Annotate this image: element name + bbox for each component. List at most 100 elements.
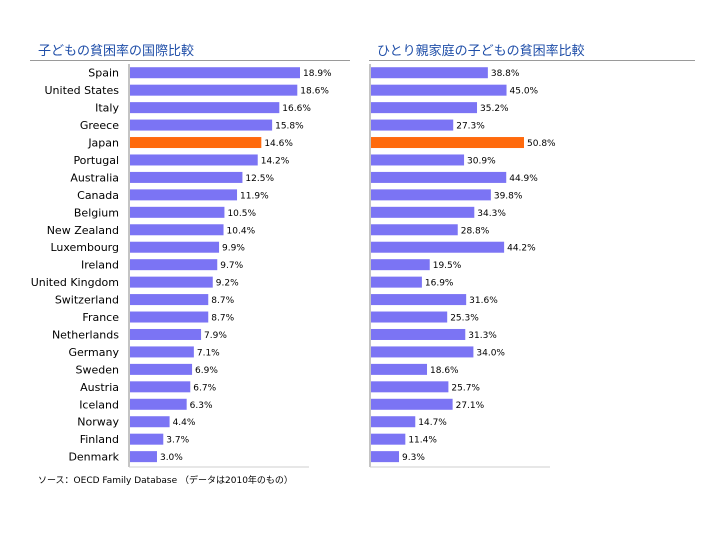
right-data-label: 25.3% xyxy=(450,314,479,324)
right-bar-sweden xyxy=(371,363,428,375)
left-bar-japan xyxy=(130,137,262,149)
left-data-label: 9.2% xyxy=(216,279,239,289)
right-data-label: 30.9% xyxy=(467,156,496,166)
category-label: Sweden xyxy=(76,363,119,376)
right-bar-norway xyxy=(371,416,416,428)
left-data-label: 14.6% xyxy=(264,139,293,149)
right-data-label: 35.2% xyxy=(480,104,509,114)
category-label: Italy xyxy=(95,102,119,115)
right-bar-switzerland xyxy=(371,294,467,306)
left-bar-italy xyxy=(130,102,280,114)
left-data-label: 12.5% xyxy=(245,174,274,184)
category-label: Portugal xyxy=(73,154,119,167)
left-bar-new-zealand xyxy=(130,224,224,236)
left-bar-luxembourg xyxy=(130,241,220,253)
right-bar-iceland xyxy=(371,398,453,410)
right-bar-ireland xyxy=(371,259,430,271)
right-bar-greece xyxy=(371,119,454,131)
category-label: France xyxy=(82,311,119,324)
category-label: Spain xyxy=(88,67,119,80)
category-label: Greece xyxy=(80,119,119,132)
left-bar-sweden xyxy=(130,363,193,375)
left-bar-austria xyxy=(130,381,191,393)
left-bar-ireland xyxy=(130,259,218,271)
right-data-label: 38.8% xyxy=(491,69,520,79)
left-data-label: 10.5% xyxy=(227,209,256,219)
right-bar-united-states xyxy=(371,84,507,96)
left-data-label: 4.4% xyxy=(173,418,196,428)
right-bar-new-zealand xyxy=(371,224,458,236)
category-label: Canada xyxy=(77,189,119,202)
right-bar-australia xyxy=(371,171,507,183)
left-bar-france xyxy=(130,311,209,323)
right-data-label: 27.3% xyxy=(456,122,485,132)
right-data-label: 18.6% xyxy=(430,366,459,376)
left-data-label: 9.9% xyxy=(222,244,245,254)
left-bar-finland xyxy=(130,433,164,445)
left-data-label: 9.7% xyxy=(220,261,243,271)
category-label: Iceland xyxy=(79,398,119,411)
right-bar-netherlands xyxy=(371,328,466,340)
left-data-label: 3.0% xyxy=(160,453,183,463)
left-title-rule xyxy=(30,60,350,61)
right-data-label: 27.1% xyxy=(456,401,485,411)
left-data-label: 8.7% xyxy=(211,314,234,324)
left-bar-belgium xyxy=(130,206,225,218)
right-chart-title: ひとり親家庭の子どもの貧困率比較 xyxy=(377,44,585,59)
left-chart-title: 子どもの貧困率の国際比較 xyxy=(38,44,195,59)
left-data-label: 14.2% xyxy=(261,156,290,166)
category-label: United Kingdom xyxy=(31,276,119,289)
right-bar-austria xyxy=(371,381,449,393)
left-data-label: 8.7% xyxy=(211,296,234,306)
left-data-label: 18.6% xyxy=(300,87,329,97)
left-data-label: 18.9% xyxy=(303,69,332,79)
left-data-label: 16.6% xyxy=(282,104,311,114)
right-data-label: 14.7% xyxy=(418,418,447,428)
right-bar-united-kingdom xyxy=(371,276,422,288)
left-bar-germany xyxy=(130,346,194,358)
left-data-label: 6.9% xyxy=(195,366,218,376)
right-bar-spain xyxy=(371,67,488,79)
right-title-rule xyxy=(369,60,695,61)
right-data-label: 50.8% xyxy=(527,139,556,149)
left-bar-iceland xyxy=(130,398,187,410)
category-label: Luxembourg xyxy=(50,241,119,254)
category-label: Netherlands xyxy=(52,328,119,341)
right-data-label: 44.9% xyxy=(509,174,538,184)
left-bar-norway xyxy=(130,416,170,428)
left-data-label: 11.9% xyxy=(240,191,269,201)
right-data-label: 16.9% xyxy=(425,279,454,289)
right-data-label: 19.5% xyxy=(433,261,462,271)
left-bar-united-kingdom xyxy=(130,276,213,288)
category-label: New Zealand xyxy=(47,224,119,237)
category-label: Austria xyxy=(80,381,119,394)
right-data-label: 45.0% xyxy=(510,87,539,97)
left-data-label: 7.1% xyxy=(197,348,220,358)
right-bar-finland xyxy=(371,433,406,445)
category-label: Finland xyxy=(80,433,119,446)
right-data-label: 11.4% xyxy=(408,436,437,446)
left-data-label: 3.7% xyxy=(166,436,189,446)
category-label: Japan xyxy=(87,137,119,150)
left-bar-canada xyxy=(130,189,238,201)
right-data-label: 34.0% xyxy=(476,348,505,358)
left-bar-greece xyxy=(130,119,273,131)
right-bar-denmark xyxy=(371,451,400,463)
right-bar-luxembourg xyxy=(371,241,505,253)
right-data-label: 44.2% xyxy=(507,244,536,254)
right-bar-portugal xyxy=(371,154,465,166)
category-label: Norway xyxy=(77,416,119,429)
left-bar-spain xyxy=(130,67,300,79)
left-data-label: 6.7% xyxy=(193,383,216,393)
right-bar-france xyxy=(371,311,448,323)
right-bar-japan xyxy=(371,137,524,149)
category-label: Belgium xyxy=(74,206,119,219)
left-bar-netherlands xyxy=(130,328,202,340)
right-data-label: 9.3% xyxy=(402,453,425,463)
left-data-label: 15.8% xyxy=(275,122,304,132)
left-data-label: 7.9% xyxy=(204,331,227,341)
category-label: Ireland xyxy=(81,259,119,272)
right-data-label: 25.7% xyxy=(451,383,480,393)
category-label: Germany xyxy=(68,346,119,359)
